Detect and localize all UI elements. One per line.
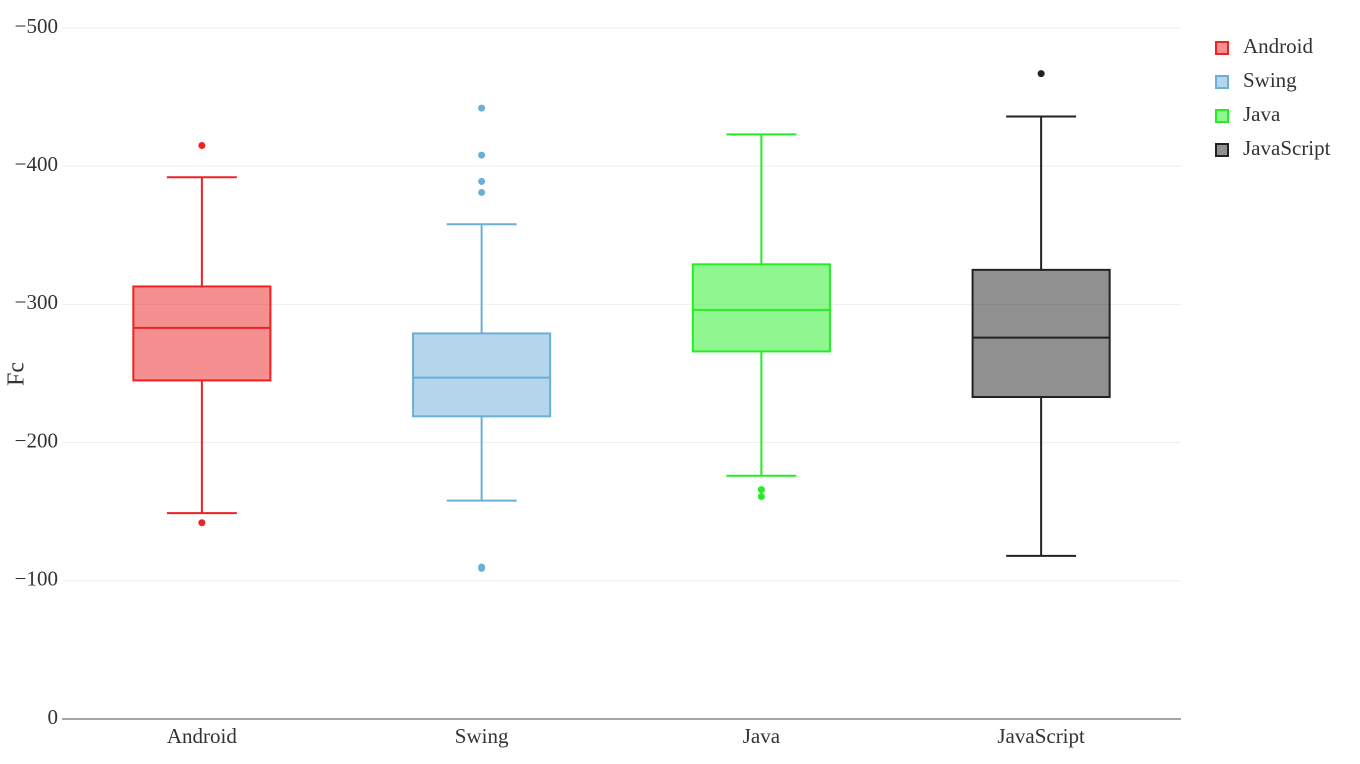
y-tick-label: −100 [15,567,58,591]
y-tick-label: −500 [15,14,58,38]
outlier [198,519,206,527]
legend-label: JavaScript [1243,136,1331,160]
box [971,268,1111,398]
outlier [757,486,765,494]
y-tick-label: −400 [15,152,58,176]
outlier [1037,70,1045,78]
y-tick-label: −200 [15,428,58,452]
outlier [478,188,486,196]
legend-swatch [1215,143,1229,157]
legend-label: Java [1243,102,1281,126]
legend-swatch [1215,109,1229,123]
y-axis-title: Fc [4,362,30,386]
outlier [478,564,486,572]
x-tick-label: JavaScript [997,724,1085,748]
legend-swatch [1215,41,1229,55]
x-tick-label: Android [167,724,237,748]
outlier [478,104,486,112]
box [412,332,552,418]
box [691,263,831,353]
x-tick-label: Swing [455,724,509,748]
box [132,285,272,382]
x-tick-label: Java [743,724,781,748]
outlier [198,141,206,149]
outlier [757,492,765,500]
y-tick-label: −300 [15,290,58,314]
legend-swatch [1215,75,1229,89]
outlier [478,151,486,159]
legend-label: Swing [1243,68,1297,92]
outlier [478,177,486,185]
legend-label: Android [1243,34,1313,58]
y-tick-label: 0 [48,705,59,729]
